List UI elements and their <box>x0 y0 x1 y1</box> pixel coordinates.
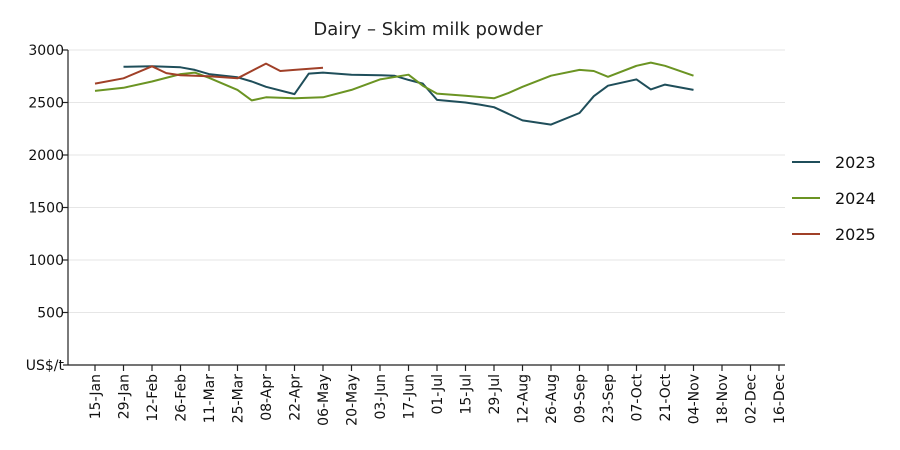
x-tick-label: 16-Dec <box>772 374 788 424</box>
x-tick-label: 15-Jul <box>459 374 475 415</box>
y-tick-label: 1000 <box>28 253 64 269</box>
y-tick-label: 3000 <box>28 43 64 59</box>
x-tick-label: 04-Nov <box>687 374 703 424</box>
x-tick-label: 01-Jul <box>430 374 446 415</box>
y-tick-label: US$/t <box>26 358 65 374</box>
legend: 2023 2024 2025 <box>792 153 876 244</box>
x-tick-label: 02-Dec <box>744 374 760 424</box>
x-tick-label: 03-Jun <box>373 374 389 420</box>
x-tick-label: 09-Sep <box>573 374 589 423</box>
x-tick-label: 21-Oct <box>658 373 674 421</box>
legend-label-2024: 2024 <box>835 189 876 208</box>
y-tick-layer: US$/t 500 1000 1500 2000 2500 3000 <box>26 43 68 374</box>
x-tick-label: 17-Jun <box>402 374 418 420</box>
x-tick-layer: 15-Jan 29-Jan 12-Feb 26-Feb 11-Mar 25-Mar 08-A… <box>88 365 788 426</box>
y-tick-label: 1500 <box>28 201 64 217</box>
legend-label-2025: 2025 <box>835 225 876 244</box>
x-tick-label: 29-Jan <box>117 374 133 419</box>
x-tick-label: 23-Sep <box>601 374 617 423</box>
x-tick-label: 11-Mar <box>202 374 218 424</box>
x-tick-label: 25-Mar <box>231 374 247 424</box>
x-tick-label: 20-May <box>345 374 361 426</box>
x-tick-label: 08-Apr <box>259 374 275 421</box>
x-tick-label: 22-Apr <box>288 374 304 421</box>
x-tick-label: 18-Nov <box>715 374 731 424</box>
y-tick-label: 2000 <box>28 148 64 164</box>
y-tick-label: 500 <box>37 306 64 322</box>
series-line-2023 <box>123 65 694 126</box>
x-tick-label: 29-Jul <box>487 374 503 415</box>
x-tick-label: 07-Oct <box>630 373 646 421</box>
grid-layer <box>68 49 785 313</box>
series-line-2025 <box>94 62 324 85</box>
x-tick-label: 06-May <box>316 374 332 426</box>
x-tick-label: 15-Jan <box>88 374 104 419</box>
x-tick-label: 12-Aug <box>516 374 532 424</box>
x-tick-label: 26-Feb <box>174 374 190 422</box>
x-tick-label: 26-Aug <box>544 374 560 424</box>
chart-title: Dairy – Skim milk powder <box>313 19 543 40</box>
legend-label-2023: 2023 <box>835 153 876 172</box>
x-tick-label: 12-Feb <box>145 374 161 422</box>
series-layer <box>94 61 694 126</box>
y-tick-label: 2500 <box>28 96 64 112</box>
